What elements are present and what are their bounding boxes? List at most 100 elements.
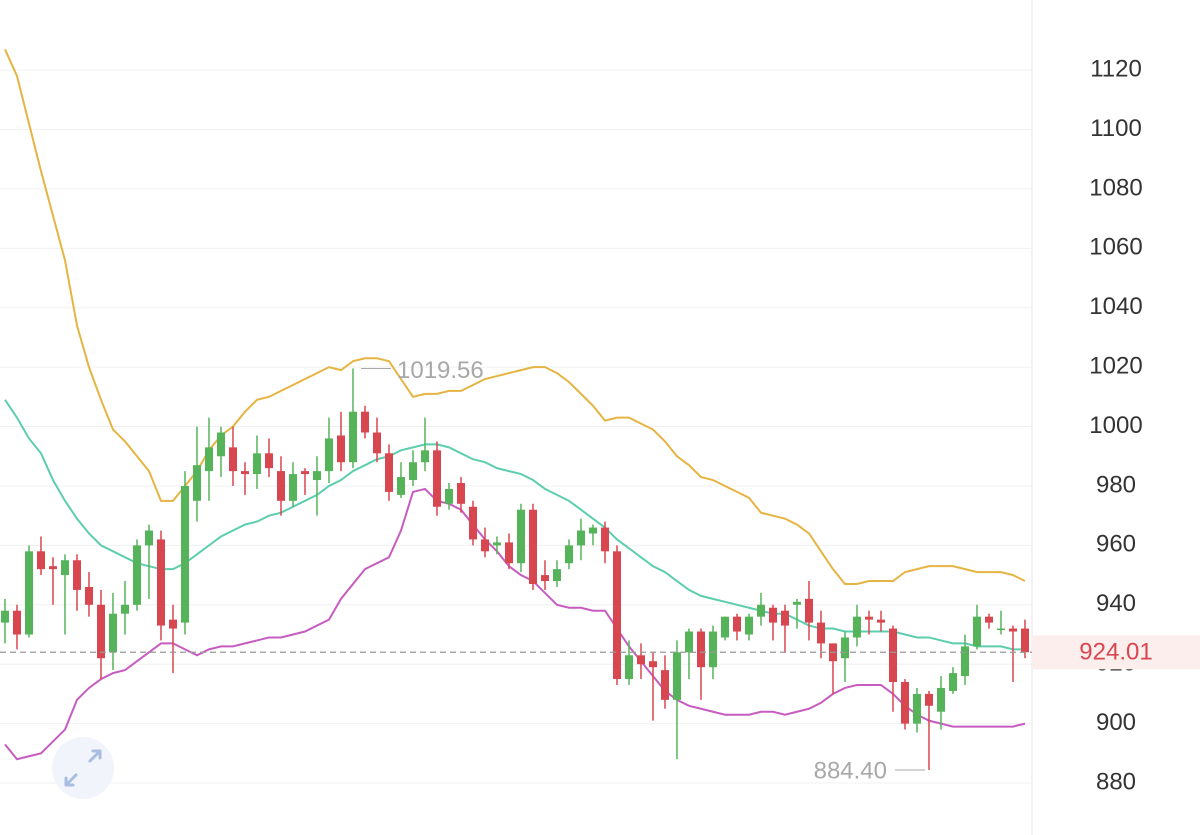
- candle-body: [73, 560, 81, 590]
- candle-body: [1021, 628, 1029, 653]
- candle-body: [409, 462, 417, 481]
- candle-body: [145, 530, 153, 546]
- y-tick-label: 1020: [1089, 352, 1142, 379]
- candle-body: [925, 693, 933, 706]
- upper-band: [4, 48, 1026, 585]
- last-price-label: 924.01: [1079, 639, 1152, 666]
- y-tick-label: 980: [1096, 471, 1136, 498]
- candle-body: [373, 432, 381, 454]
- candle-body: [973, 616, 981, 647]
- candle-body: [697, 631, 705, 668]
- candle-body: [1, 610, 9, 623]
- candle-body: [109, 613, 117, 653]
- candle-body: [181, 485, 189, 623]
- candle-body: [229, 447, 237, 472]
- candle-body: [433, 450, 441, 507]
- candle-body: [193, 465, 201, 501]
- y-tick-label: 1100: [1090, 115, 1142, 142]
- candle-body: [541, 575, 549, 582]
- candle-body: [325, 438, 333, 472]
- overlay: 1019.56 884.40 924.01: [0, 357, 1200, 784]
- candle-body: [517, 509, 525, 564]
- y-tick-label: 1000: [1089, 412, 1142, 439]
- candle-body: [205, 447, 213, 472]
- candle-body: [481, 539, 489, 552]
- candle-body: [661, 670, 669, 700]
- candle-body: [961, 646, 969, 677]
- candle-body: [637, 655, 645, 665]
- candle-body: [877, 619, 885, 623]
- candle-body: [13, 610, 21, 635]
- y-tick-label: 900: [1096, 709, 1136, 736]
- candle-body: [133, 545, 141, 605]
- y-tick-label: 960: [1096, 531, 1136, 558]
- last-price-tag: [1032, 635, 1200, 670]
- candle-body: [985, 616, 993, 623]
- candle-body: [121, 604, 129, 614]
- candle-body: [469, 506, 477, 540]
- candle-body: [817, 622, 825, 644]
- candle-body: [385, 453, 393, 492]
- lower-band: [4, 487, 1026, 761]
- max-label: 1019.56: [397, 357, 484, 384]
- candle-body: [745, 616, 753, 635]
- y-tick-label: 940: [1096, 590, 1136, 617]
- candle-body: [349, 411, 357, 463]
- candle-body: [601, 527, 609, 552]
- expand-circle[interactable]: [52, 737, 114, 799]
- y-tick-label: 1120: [1090, 55, 1142, 82]
- candle-body: [901, 682, 909, 724]
- candle-body: [361, 411, 369, 433]
- candle-body: [589, 527, 597, 534]
- candle-body: [709, 631, 717, 668]
- candle-body: [781, 610, 789, 626]
- candle-body: [337, 435, 345, 463]
- candle-body: [97, 604, 105, 659]
- candle-body: [241, 471, 249, 475]
- candles: [1, 368, 1029, 770]
- candle-body: [253, 453, 261, 475]
- min-label: 884.40: [814, 757, 887, 784]
- candle-body: [565, 545, 573, 564]
- candle-body: [301, 471, 309, 475]
- candle-body: [421, 450, 429, 463]
- candle-body: [793, 601, 801, 605]
- candle-body: [49, 566, 57, 570]
- candle-body: [157, 539, 165, 626]
- candle-body: [265, 453, 273, 469]
- candle-body: [721, 616, 729, 638]
- candle-body: [649, 661, 657, 668]
- y-tick-label: 1040: [1089, 293, 1142, 320]
- candle-body: [673, 652, 681, 700]
- candle-body: [397, 477, 405, 495]
- candle-body: [949, 673, 957, 691]
- candle-body: [841, 637, 849, 659]
- candle-body: [613, 551, 621, 680]
- candle-body: [625, 655, 633, 680]
- candle-body: [493, 542, 501, 546]
- candle-body: [37, 551, 45, 570]
- candle-body: [757, 604, 765, 617]
- candle-body: [217, 432, 225, 457]
- y-tick-label: 1060: [1089, 234, 1142, 261]
- candle-body: [889, 628, 897, 683]
- y-tick-label: 880: [1096, 768, 1136, 795]
- candle-body: [289, 474, 297, 501]
- expand-button[interactable]: [52, 737, 114, 799]
- candle-body: [1009, 628, 1017, 632]
- candle-body: [685, 631, 693, 653]
- candle-body: [553, 569, 561, 582]
- candle-body: [445, 488, 453, 504]
- candle-body: [277, 471, 285, 501]
- candle-body: [25, 551, 33, 635]
- candle-body: [913, 693, 921, 724]
- candle-body: [505, 542, 513, 564]
- candle-body: [769, 607, 777, 623]
- expand-icon[interactable]: [64, 749, 102, 787]
- candle-body: [457, 482, 465, 504]
- y-tick-label: 1080: [1089, 174, 1142, 201]
- candle-body: [937, 687, 945, 712]
- candle-body: [577, 530, 585, 546]
